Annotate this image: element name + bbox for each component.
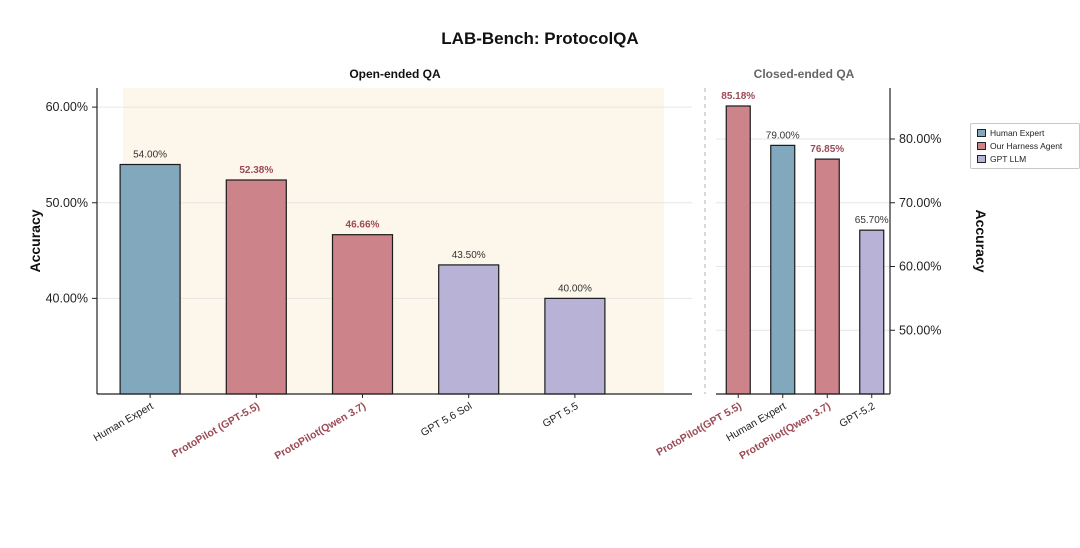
legend-label: GPT LLM xyxy=(990,153,1027,164)
open-ended-category-label: ProtoPilot (GPT-5.5) xyxy=(170,400,262,460)
closed-ended-y-tick-label: 80.00% xyxy=(899,132,941,146)
legend-item-human-expert: Human Expert xyxy=(977,126,1079,139)
closed-ended-y-axis-label: Accuracy xyxy=(973,209,989,272)
legend-item-gpt-llm: GPT LLM xyxy=(977,152,1079,165)
open-ended-bar xyxy=(438,264,500,395)
legend-swatch-gpt xyxy=(977,154,986,163)
closed-ended-value-label: 79.00% xyxy=(766,130,800,141)
closed-ended-y-tick-label: 50.00% xyxy=(899,323,941,337)
chart-title: LAB-Bench: ProtocolQA xyxy=(441,29,638,48)
open-ended-value-label: 54.00% xyxy=(133,150,167,161)
open-ended-category-label: GPT 5.6 Sol xyxy=(419,400,474,439)
open-ended-value-label: 46.66% xyxy=(346,220,380,231)
closed-ended-y-tick-label: 60.00% xyxy=(899,260,941,274)
closed-ended-value-label: 76.85% xyxy=(810,144,844,155)
legend-item-harness-agent: Our Harness Agent xyxy=(977,139,1079,152)
closed-ended-bar xyxy=(770,144,796,395)
closed-ended-bar xyxy=(725,105,751,395)
open-ended-bar xyxy=(544,297,606,395)
open-ended-category-label: GPT 5.5 xyxy=(541,400,581,430)
open-ended-category-label: ProtoPilot(Qwen 3.7) xyxy=(273,400,368,462)
open-ended-y-axis-label: Accuracy xyxy=(27,209,43,272)
open-ended-bar xyxy=(119,163,181,395)
legend-swatch-harness xyxy=(977,141,986,150)
closed-ended-panel-title: Closed-ended QA xyxy=(754,67,855,81)
closed-ended-category-label: GPT-5.2 xyxy=(837,400,877,430)
open-ended-y-tick-label: 60.00% xyxy=(46,100,88,114)
open-ended-y-tick-label: 40.00% xyxy=(46,291,88,305)
open-ended-panel-title: Open-ended QA xyxy=(349,67,441,81)
closed-ended-value-label: 85.18% xyxy=(721,91,755,102)
open-ended-bar xyxy=(225,179,287,395)
open-ended-bar xyxy=(331,234,394,395)
legend: Human Expert Our Harness Agent GPT LLM xyxy=(970,123,1080,169)
open-ended-value-label: 52.38% xyxy=(239,165,273,176)
closed-ended-bar xyxy=(814,158,840,395)
legend-swatch-human xyxy=(977,128,986,137)
open-ended-value-label: 40.00% xyxy=(558,283,592,294)
open-ended-category-label: Human Expert xyxy=(91,400,155,444)
open-ended-y-tick-label: 50.00% xyxy=(46,196,88,210)
closed-ended-y-tick-label: 70.00% xyxy=(899,196,941,210)
closed-ended-bar xyxy=(859,229,885,395)
legend-label: Our Harness Agent xyxy=(990,140,1063,151)
open-ended-value-label: 43.50% xyxy=(452,250,486,261)
legend-label: Human Expert xyxy=(990,127,1045,138)
closed-ended-value-label: 65.70% xyxy=(855,215,889,226)
